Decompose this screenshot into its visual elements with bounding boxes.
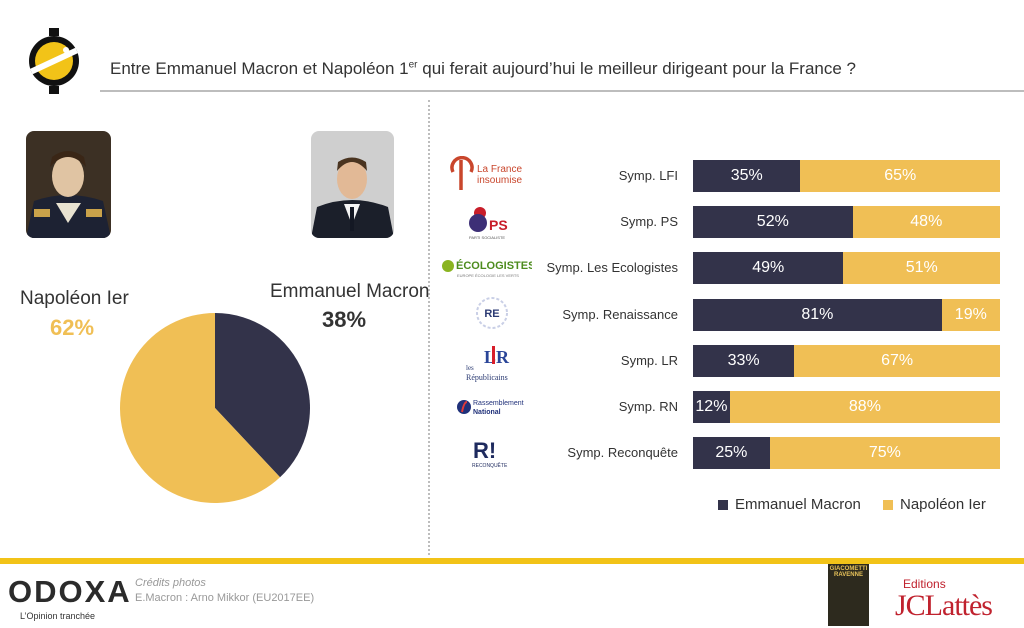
bar-segment-macron: 81%	[693, 299, 942, 331]
bar-segment-napoleon: 48%	[852, 206, 1000, 238]
ecologistes-logo-line2: EUROPE ÉCOLOGIE LES VERTS	[457, 273, 519, 278]
legend-swatch-napoleon	[883, 500, 893, 511]
legend-label-macron: Emmanuel Macron	[735, 496, 861, 513]
bar-segment-macron: 33%	[693, 345, 795, 377]
photo-credits-text: E.Macron : Arno Mikkor (EU2017EE)	[135, 592, 315, 604]
reconquete-logo-icon: R! RECONQUÊTE	[472, 438, 508, 469]
category-label-symp-renaissance: Symp. Renaissance	[562, 307, 678, 322]
bar-segment-napoleon: 88%	[729, 391, 1000, 423]
legend-swatch-macron	[718, 500, 728, 511]
category-label-symp-lr: Symp. LR	[620, 353, 678, 368]
bar-segment-macron: 12%	[693, 391, 730, 423]
napoleon-percent-label: 62%	[50, 315, 95, 340]
pie-chart	[120, 313, 310, 503]
napoleon-portrait	[26, 131, 111, 238]
ps-logo-line2: PARTI SOCIALISTE	[469, 235, 505, 240]
legend-item-macron: Emmanuel Macron	[718, 496, 861, 513]
ps-logo-icon: PS PARTI SOCIALISTE	[469, 207, 508, 240]
bar-row-symp-renaissance: 81% 19%	[693, 299, 1000, 331]
rn-logo-line2: National	[473, 409, 501, 416]
ecologistes-logo-line1: ÉCOLOGISTES	[456, 259, 532, 272]
odoxa-brand: ODOXA	[8, 574, 132, 609]
rn-logo-icon: Rassemblement National	[457, 400, 524, 416]
lr-logo-line2: les	[466, 364, 474, 372]
odoxa-logo-icon	[29, 28, 79, 94]
bar-row-symp-reconqu-te: 25% 75%	[693, 437, 1000, 469]
reconquete-logo-line2: RECONQUÊTE	[472, 461, 508, 469]
bar-row-symp-lfi: 35% 65%	[693, 160, 1000, 192]
vertical-divider	[428, 100, 430, 555]
legend-item-napoleon: Napoléon Ier	[883, 496, 986, 513]
bar-row-symp-rn: 12% 88%	[693, 391, 1000, 423]
book-cover-image: GIACOMETTI RAVENNE	[828, 564, 869, 626]
macron-percent-label: 38%	[322, 307, 367, 332]
lfi-logo-line1: La France	[477, 164, 522, 175]
publisher-logo: JCLattès	[895, 589, 993, 622]
ps-logo-line1: PS	[489, 217, 508, 233]
napoleon-name-label: Napoléon Ier	[20, 288, 129, 309]
pie-slice-napoleon	[120, 313, 281, 503]
bar-row-symp-les-ecologistes: 49% 51%	[693, 252, 1000, 284]
bar-segment-napoleon: 67%	[794, 345, 1000, 377]
title-divider	[100, 90, 1024, 92]
bar-segment-napoleon: 51%	[843, 252, 1000, 284]
lr-logo-line3: Républicains	[466, 373, 508, 382]
renaissance-logo-text: RE	[484, 308, 499, 320]
rn-logo-line1: Rassemblement	[473, 400, 524, 407]
reconquete-logo-line1: R!	[473, 438, 496, 463]
category-label-symp-rn: Symp. RN	[618, 399, 678, 414]
bar-segment-macron: 25%	[693, 437, 770, 469]
bar-segment-macron: 49%	[693, 252, 844, 284]
lfi-logo-line2: insoumise	[477, 175, 522, 186]
category-label-symp-lfi: Symp. LFI	[618, 168, 678, 183]
publisher-editions: Editions	[903, 577, 946, 591]
category-label-symp-les-ecologistes: Symp. Les Ecologistes	[546, 260, 678, 275]
bar-segment-macron: 52%	[693, 206, 853, 238]
macron-portrait	[311, 131, 394, 238]
bar-segment-napoleon: 19%	[941, 299, 1000, 331]
bar-row-symp-lr: 33% 67%	[693, 345, 1000, 377]
bar-row-symp-ps: 52% 48%	[693, 206, 1000, 238]
bar-segment-macron: 35%	[693, 160, 801, 192]
odoxa-tagline: L’Opinion tranchée	[20, 611, 96, 621]
category-label-symp-reconqu-te: Symp. Reconquête	[567, 445, 678, 460]
pie-slice-macron	[215, 313, 310, 478]
legend-label-napoleon: Napoléon Ier	[900, 496, 986, 513]
bar-segment-napoleon: 75%	[769, 437, 1000, 469]
photo-credits-title: Crédits photos	[135, 577, 206, 589]
renaissance-logo-icon: RE	[476, 297, 508, 329]
lfi-logo-icon: La France insoumise	[450, 156, 522, 190]
ecologistes-logo-icon: ÉCOLOGISTES EUROPE ÉCOLOGIE LES VERTS	[442, 259, 532, 278]
book-author-2: RAVENNE	[834, 572, 863, 578]
macron-name-label: Emmanuel Macron	[270, 281, 430, 302]
category-label-symp-ps: Symp. PS	[620, 214, 678, 229]
lr-logo-line1: LR	[484, 347, 510, 367]
footer-accent-band	[0, 558, 1024, 564]
book-author-1: GIACOMETTI	[829, 566, 868, 572]
page-title: Entre Emmanuel Macron et Napoléon 1er qu…	[110, 59, 856, 78]
lr-logo-icon: LR les Républicains	[466, 346, 510, 382]
bar-segment-napoleon: 65%	[800, 160, 1000, 192]
